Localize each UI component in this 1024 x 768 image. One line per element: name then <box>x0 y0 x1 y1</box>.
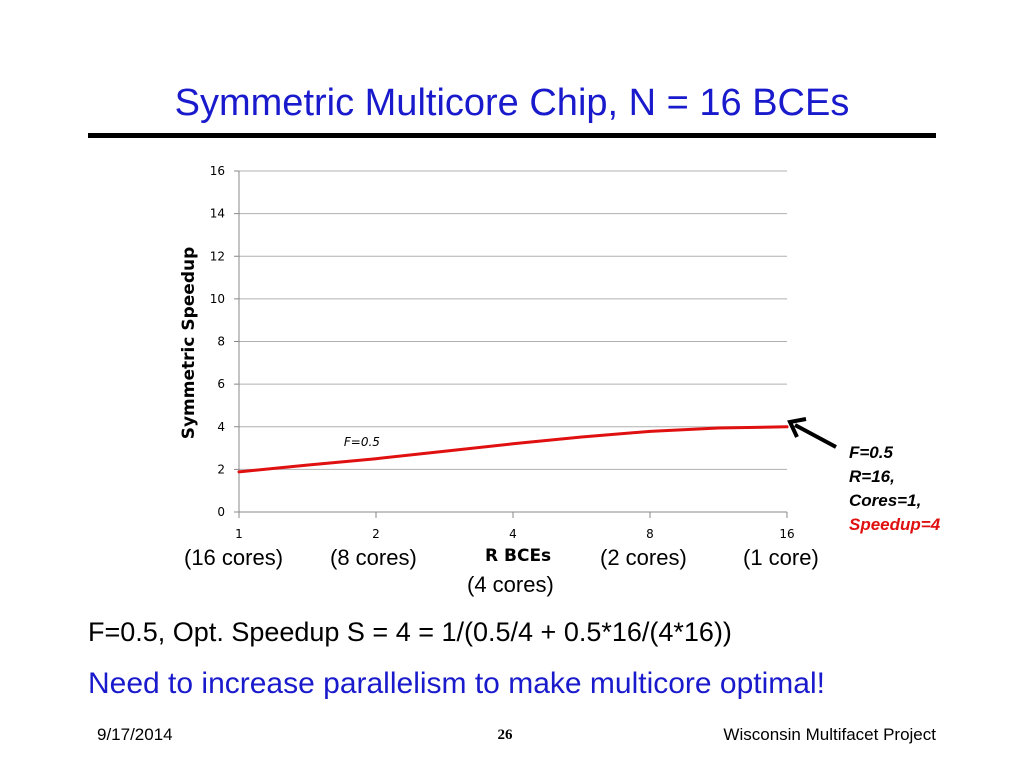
chart-grid <box>239 170 787 470</box>
callout-cores: Cores=1, <box>849 491 922 510</box>
x-tick-label-2: 2 <box>372 527 380 541</box>
x-sublabel-16-cores: (16 cores) <box>184 545 284 570</box>
x-sublabel-1-core: (1 core) <box>743 545 819 570</box>
chart-series: F=0.5 <box>237 425 789 474</box>
chart-axes <box>234 170 788 518</box>
x-tick-labels: 1 2 4 8 16 <box>235 527 794 541</box>
y-tick-label-0: 0 <box>217 505 225 519</box>
series-line-0 <box>237 425 789 474</box>
series-label-0: F=0.5 <box>344 435 380 449</box>
footer-project: Wisconsin Multifacet Project <box>723 725 936 744</box>
y-tick-label-14: 14 <box>210 207 225 221</box>
callout-f: F=0.5 <box>849 443 893 462</box>
y-tick-label-10: 10 <box>210 292 225 306</box>
conclusion-note: Need to increase parallelism to make mul… <box>88 667 825 700</box>
speedup-formula: F=0.5, Opt. Speedup S = 4 = 1/(0.5/4 + 0… <box>88 617 732 647</box>
y-axis-title: Symmetric Speedup <box>179 247 199 440</box>
callout-r: R=16, <box>849 467 895 486</box>
x-tick-label-8: 8 <box>646 527 654 541</box>
x-tick-label-16: 16 <box>779 527 794 541</box>
y-tick-label-8: 8 <box>217 335 225 349</box>
page-number: 26 <box>497 727 513 743</box>
footer-date: 9/17/2014 <box>97 725 173 744</box>
callout-arrow <box>787 417 837 449</box>
x-axis-title: R BCEs <box>485 546 552 566</box>
x-tick-label-4: 4 <box>509 527 517 541</box>
x-sublabel-2-cores: (2 cores) <box>600 545 687 570</box>
y-tick-label-16: 16 <box>210 164 225 178</box>
y-tick-label-6: 6 <box>217 377 225 391</box>
x-sublabel-8-cores: (8 cores) <box>330 545 417 570</box>
y-tick-label-2: 2 <box>217 462 225 476</box>
x-sublabel-4-cores: (4 cores) <box>467 572 554 597</box>
y-tick-labels: 0 2 4 6 8 10 12 14 16 <box>210 164 225 519</box>
optimum-callout: F=0.5 R=16, Cores=1, Speedup=4 <box>849 441 940 537</box>
y-tick-label-4: 4 <box>217 420 225 434</box>
slide-title: Symmetric Multicore Chip, N = 16 BCEs <box>174 82 850 124</box>
x-tick-label-1: 1 <box>235 527 243 541</box>
title-underline <box>88 133 936 138</box>
y-tick-label-12: 12 <box>210 249 225 263</box>
callout-speedup: Speedup=4 <box>849 515 941 534</box>
